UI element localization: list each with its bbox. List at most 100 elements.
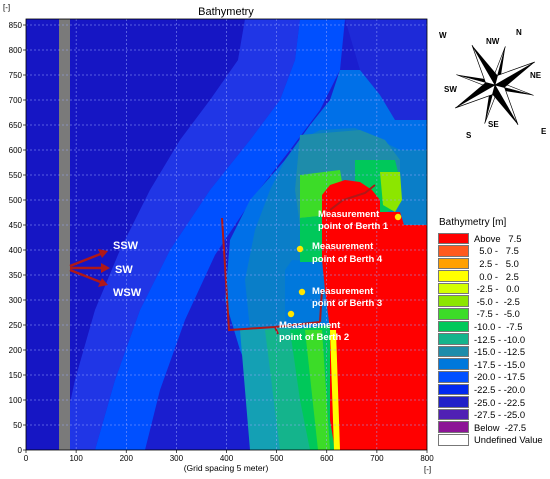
- legend-swatch: [438, 421, 469, 433]
- legend-row: -17.5 - -15.0: [438, 358, 548, 371]
- legend-label: -22.5 - -20.0: [474, 383, 526, 395]
- y-tick-label: 100: [9, 396, 23, 405]
- legend-row: -20.0 - -17.5: [438, 371, 548, 384]
- x-tick-label: 500: [270, 454, 284, 463]
- measurement-points: Measurement point of Berth 1 Measurement…: [279, 209, 402, 343]
- legend-row: -27.5 - -25.0: [438, 408, 548, 421]
- arrow-sw-head: [101, 263, 110, 273]
- legend-swatch: [438, 333, 469, 345]
- y-tick-label: 850: [9, 21, 23, 30]
- legend-row: 2.5 - 5.0: [438, 257, 548, 270]
- legend-label: -10.0 - -7.5: [474, 320, 523, 332]
- legend-row: -25.0 - -22.5: [438, 396, 548, 409]
- legend-label: 5.0 - 7.5: [474, 245, 519, 257]
- compass-nw: NW: [486, 37, 500, 46]
- berth2-label-line2: point of Berth 2: [279, 332, 349, 343]
- legend-swatch: [438, 383, 469, 396]
- legend-row: 5.0 - 7.5: [438, 245, 548, 258]
- compass-se: SE: [488, 120, 499, 129]
- berth3-label-line2: point of Berth 3: [312, 298, 382, 309]
- y-tick-label: 150: [9, 371, 23, 380]
- legend-swatch: [438, 345, 469, 358]
- legend-swatch: [438, 308, 469, 320]
- y-tick-label: 250: [9, 321, 23, 330]
- y-tick-label: 0: [18, 446, 23, 455]
- y-tick-label: 500: [9, 196, 23, 205]
- y-tick-label: 350: [9, 271, 23, 280]
- legend-title: Bathymetry [m]: [439, 217, 507, 228]
- compass-e: E: [541, 127, 547, 136]
- legend-row: -22.5 - -20.0: [438, 383, 548, 396]
- legend-swatch: [438, 282, 469, 295]
- arrow-wsw-line: [69, 268, 104, 285]
- grid-lines: [26, 19, 427, 450]
- legend-label: -7.5 - -5.0: [474, 308, 520, 320]
- berth1-label-line2: point of Berth 1: [318, 221, 389, 232]
- legend-label: -20.0 - -17.5: [474, 371, 526, 383]
- compass-s: S: [466, 131, 472, 140]
- map-title: Bathymetry: [198, 6, 254, 18]
- compass-sw: SW: [444, 85, 457, 94]
- x-axis-note: (Grid spacing 5 meter): [184, 463, 269, 473]
- y-tick-label: 400: [9, 246, 23, 255]
- compass-labels: N NW NE W E SW SE S: [439, 28, 547, 140]
- x-tick-label: 700: [370, 454, 384, 463]
- y-tick-label: 700: [9, 96, 23, 105]
- legend-swatch: [438, 408, 469, 421]
- compass-rose-icon: [454, 44, 536, 126]
- berth4-marker: [296, 245, 304, 253]
- x-tick-label: 400: [220, 454, 234, 463]
- compass-n: N: [516, 28, 522, 37]
- arrow-ssw-line: [69, 251, 104, 268]
- berth2-marker: [287, 310, 295, 318]
- legend-row: -7.5 - -5.0: [438, 308, 548, 321]
- legend-label: Undefined Value: [474, 434, 543, 446]
- legend-row: -5.0 - -2.5: [438, 295, 548, 308]
- map-area: [26, 19, 427, 450]
- legend-swatch: [438, 358, 469, 371]
- berth4-label-line1: Measurement: [312, 241, 374, 252]
- legend-swatch: [438, 320, 469, 333]
- x-tick-label: 600: [320, 454, 334, 463]
- y-tick-label: 50: [13, 421, 22, 430]
- x-tick-label: 300: [170, 454, 184, 463]
- x-axis-ticks: 0 100 200 300 400 500 600 700 800: [24, 450, 434, 463]
- y-tick-label: 200: [9, 346, 23, 355]
- x-tick-label: 200: [120, 454, 134, 463]
- x-tick-label: 0: [24, 454, 29, 463]
- wave-label-wsw: WSW: [113, 287, 142, 299]
- legend-row: -12.5 - -10.0: [438, 333, 548, 346]
- legend-label: Below -27.5: [474, 421, 527, 433]
- legend-swatch: [438, 232, 469, 245]
- legend-row: Below -27.5: [438, 421, 548, 434]
- y-tick-label: 650: [9, 121, 23, 130]
- x-unit-label: [-]: [424, 465, 431, 474]
- berth1-marker: [394, 213, 402, 221]
- berth3-label-line1: Measurement: [312, 286, 374, 297]
- wave-label-ssw: SSW: [113, 240, 139, 252]
- legend-label: 2.5 - 5.0: [474, 257, 519, 269]
- legend-row: -15.0 - -12.5: [438, 345, 548, 358]
- legend: Above 7.5 5.0 - 7.5 2.5 - 5.0 0.0 - 2.5 …: [438, 232, 548, 446]
- legend-row: -10.0 - -7.5: [438, 320, 548, 333]
- legend-label: -5.0 - -2.5: [474, 295, 520, 307]
- legend-swatch: [438, 434, 469, 446]
- berth1-label-line1: Measurement: [318, 209, 380, 220]
- y-tick-label: 450: [9, 221, 23, 230]
- wave-label-sw: SW: [115, 264, 133, 276]
- x-tick-label: 800: [420, 454, 434, 463]
- y-tick-label: 300: [9, 296, 23, 305]
- arrow-wsw-head: [98, 278, 108, 287]
- berth3-marker: [298, 288, 306, 296]
- x-tick-label: 100: [69, 454, 83, 463]
- legend-swatch: [438, 270, 469, 282]
- legend-swatch: [438, 245, 469, 257]
- legend-label: -25.0 - -22.5: [474, 396, 526, 408]
- berth2-label-line1: Measurement: [279, 320, 341, 331]
- legend-label: Above 7.5: [474, 232, 522, 244]
- compass-ne: NE: [530, 71, 542, 80]
- legend-swatch: [438, 295, 469, 308]
- legend-label: -2.5 - 0.0: [474, 283, 520, 295]
- legend-swatch: [438, 396, 469, 408]
